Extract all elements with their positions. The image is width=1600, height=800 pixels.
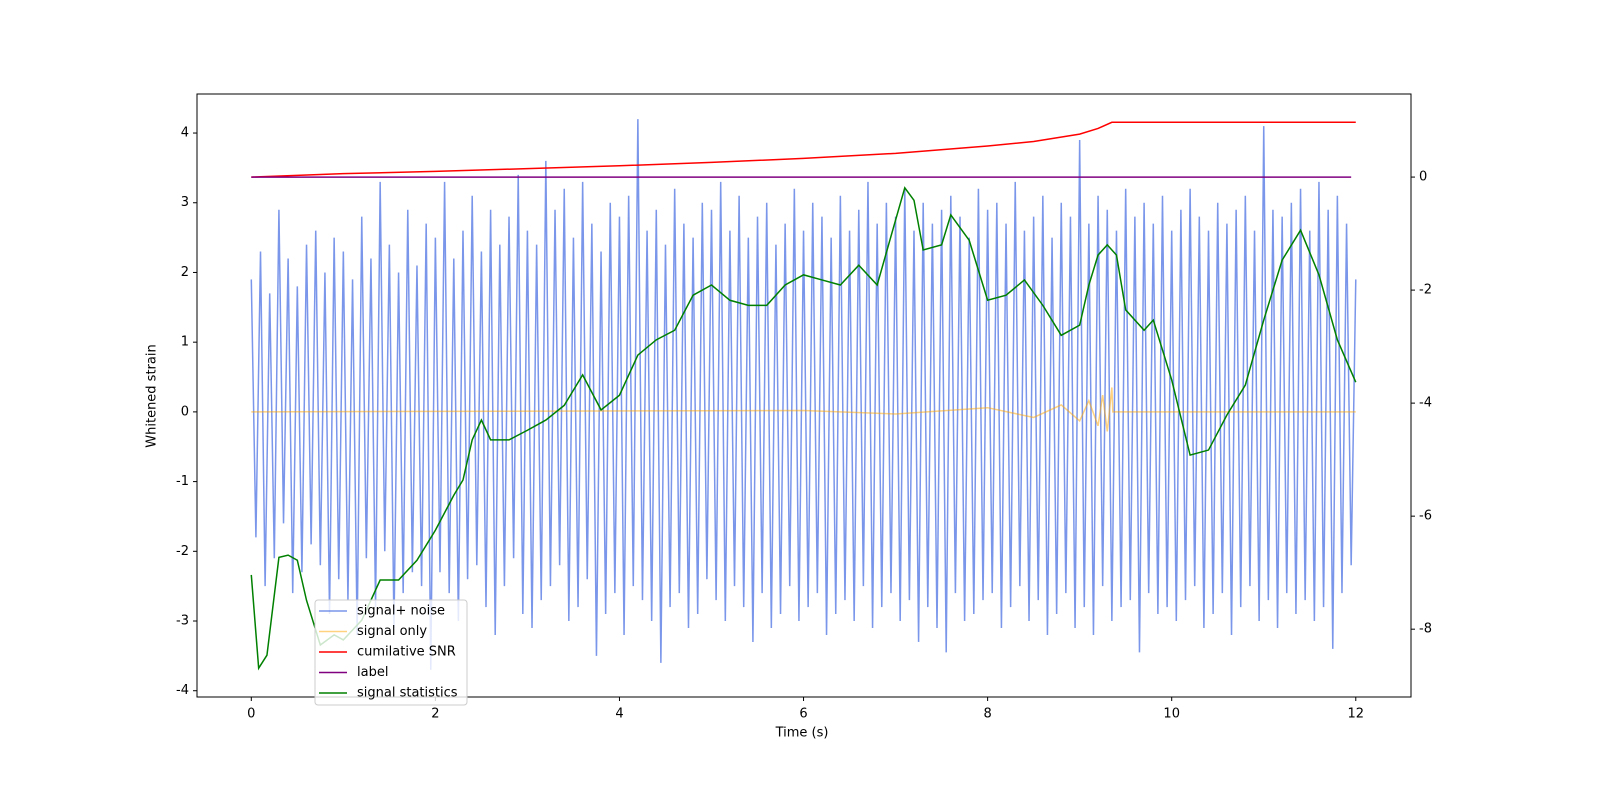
y-tick-label: 2 xyxy=(181,265,189,280)
legend-label: signal only xyxy=(357,624,427,639)
x-tick-label: 12 xyxy=(1348,707,1365,722)
y2-tick-label: 0 xyxy=(1419,170,1427,185)
y-tick-label: 0 xyxy=(181,404,189,419)
series-line xyxy=(250,186,1357,671)
x-tick-label: 10 xyxy=(1163,707,1180,722)
series-line xyxy=(251,121,1356,178)
y-tick-label: 3 xyxy=(181,195,189,210)
x-tick-label: 6 xyxy=(799,707,807,722)
y-tick-label: -2 xyxy=(176,544,189,559)
y-tick-label: -3 xyxy=(176,614,189,629)
legend-label: signal+ noise xyxy=(357,604,445,619)
axes-frame xyxy=(196,93,1412,698)
x-tick-label: 2 xyxy=(431,707,439,722)
y-tick-label: -1 xyxy=(176,474,189,489)
y-axis-label: Whitened strain xyxy=(145,344,160,447)
legend: signal+ noise signal only cumilative SNR la… xyxy=(314,599,468,706)
x-tick-label: 0 xyxy=(247,707,255,722)
legend-label: cumilative SNR xyxy=(357,645,456,660)
series-line xyxy=(250,119,1357,670)
y-tick-label: -4 xyxy=(176,683,189,698)
y2-tick-label: -8 xyxy=(1419,622,1432,637)
y2-tick-label: -6 xyxy=(1419,509,1432,524)
legend-frame xyxy=(314,599,468,706)
series-line xyxy=(251,387,1356,432)
legend-label: label xyxy=(357,665,388,680)
x-tick-label: 4 xyxy=(615,707,623,722)
plot-area xyxy=(197,94,1411,697)
y-tick-label: 4 xyxy=(181,126,189,141)
y2-tick-label: -4 xyxy=(1419,396,1432,411)
legend-label: signal statistics xyxy=(357,686,458,701)
y2-tick-label: -2 xyxy=(1419,283,1432,298)
y-tick-label: 1 xyxy=(181,335,189,350)
x-tick-label: 8 xyxy=(983,707,991,722)
x-axis-label: Time (s) xyxy=(775,726,829,741)
plot-lines xyxy=(250,119,1357,671)
